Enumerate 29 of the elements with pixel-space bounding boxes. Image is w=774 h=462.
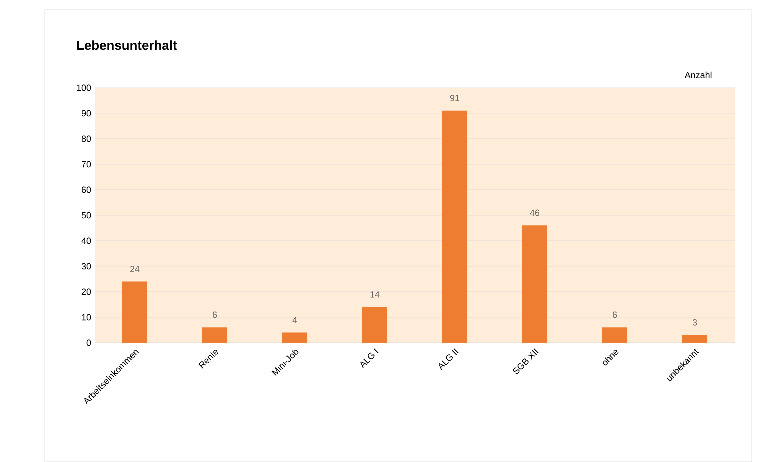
data-label: 14 <box>370 292 380 298</box>
y-tick-label: 50 <box>82 212 92 219</box>
y-tick-label: 70 <box>82 161 92 168</box>
y-axis-title: Anzahl <box>684 72 712 78</box>
data-label: 91 <box>450 95 460 102</box>
bar <box>522 226 548 343</box>
data-label: 6 <box>212 312 218 318</box>
y-tick-label: 100 <box>77 84 92 92</box>
data-label: 4 <box>292 317 298 324</box>
y-tick-label: 80 <box>82 136 92 142</box>
data-label: 6 <box>612 312 618 318</box>
chart-title: Lebensunterhalt <box>77 40 178 50</box>
bar <box>282 332 308 343</box>
bar <box>202 328 228 343</box>
bar <box>682 335 708 343</box>
y-tick-label: 20 <box>82 288 92 296</box>
y-tick-label: 40 <box>82 238 92 244</box>
bar <box>442 110 468 343</box>
y-tick-label: 0 <box>86 340 92 346</box>
data-label: 3 <box>692 319 698 326</box>
y-tick-label: 60 <box>82 186 92 194</box>
bar <box>122 282 148 343</box>
y-tick-label: 30 <box>82 263 92 270</box>
bar <box>602 328 628 343</box>
y-tick-label: 90 <box>82 110 92 117</box>
data-label: 24 <box>130 266 140 272</box>
data-label: 46 <box>530 210 540 216</box>
bar <box>362 307 388 343</box>
y-tick-label: 10 <box>82 314 92 321</box>
